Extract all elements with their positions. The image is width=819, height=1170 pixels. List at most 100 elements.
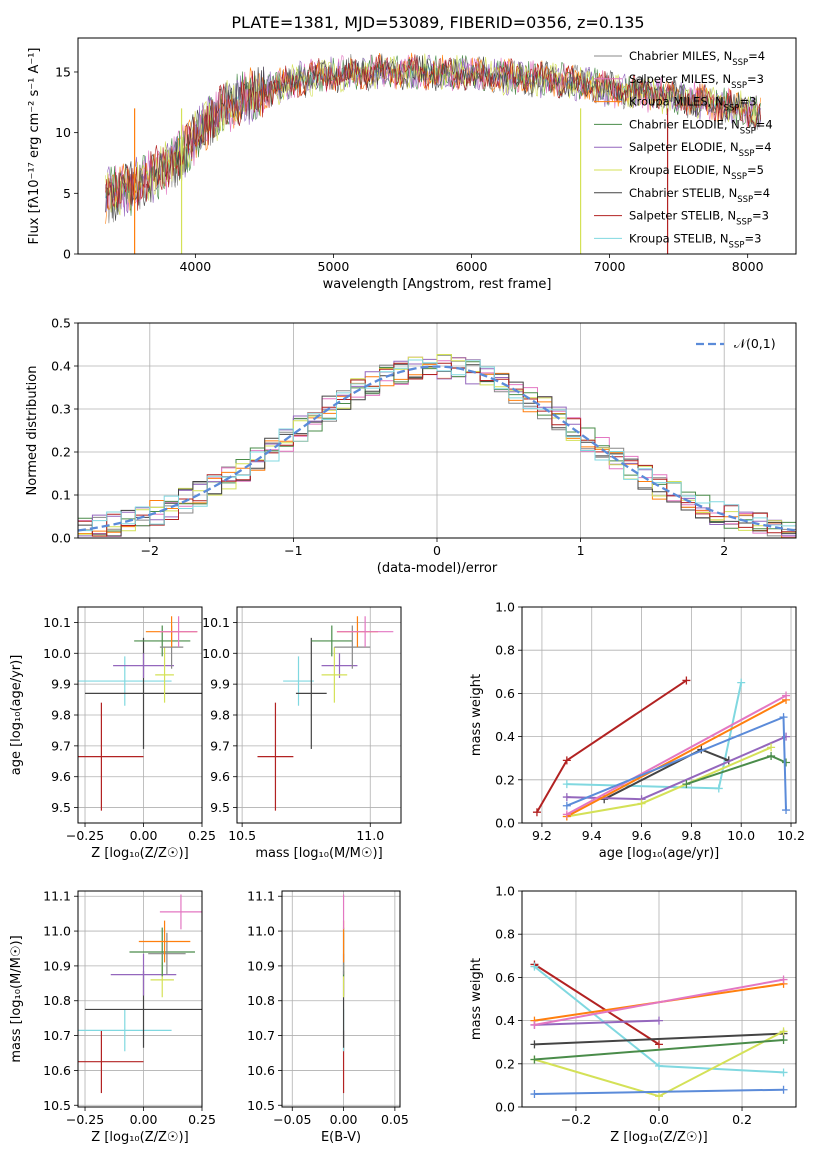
x-tick-label: 2 xyxy=(720,543,728,558)
weight-marker xyxy=(779,975,788,984)
axes-frame xyxy=(521,890,797,1108)
error-bar-point xyxy=(283,656,314,706)
x-tick-label: −2 xyxy=(141,543,159,558)
y-tick-label: 1.0 xyxy=(495,600,515,615)
x-axis-label: E(B-V) xyxy=(321,1130,361,1145)
axes-frame xyxy=(77,322,797,539)
mass_vs_ebv-axes: −0.05 0.00 0.05 10.5 10.6 10.7 10.8 10.9 11.0 11.… xyxy=(247,889,409,1145)
y-tick-label: 0.4 xyxy=(495,1013,515,1028)
y-tick-label: 11.0 xyxy=(247,924,275,939)
y-tick-label: 10.7 xyxy=(247,1028,275,1043)
weight-marker xyxy=(655,1016,663,1025)
error-bar-point xyxy=(321,647,348,703)
weight-marker xyxy=(779,1027,788,1036)
weight-marker xyxy=(655,1092,663,1101)
y-tick-label: 0.2 xyxy=(495,1056,515,1071)
y-tick-label: 0.6 xyxy=(495,970,515,985)
weight-series xyxy=(532,676,691,817)
y-axis-label: mass weight xyxy=(469,958,484,1040)
y-tick-label: 9.9 xyxy=(210,677,230,692)
weight-marker xyxy=(779,1068,788,1077)
weight-line xyxy=(566,746,772,818)
y-tick-label: 11.1 xyxy=(43,889,71,904)
legend-label: Salpeter ELODIE, NSSP=4 xyxy=(629,140,772,159)
weight-marker xyxy=(655,1061,663,1070)
weight-marker xyxy=(530,962,539,971)
error-bar-point xyxy=(321,653,358,678)
weight-marker xyxy=(532,808,541,817)
y-tick-label: 0.6 xyxy=(495,686,515,701)
error-bar-point xyxy=(155,647,174,703)
x-tick-label: 0.0 xyxy=(649,1112,669,1127)
y-tick-label: 10.1 xyxy=(43,615,71,630)
x-axis-label: Z [log₁₀(Z/Z☉)] xyxy=(610,1130,707,1145)
y-axis-label: age [log₁₀(age/yr)] xyxy=(9,655,24,776)
error-bar-point xyxy=(336,616,394,648)
y-axis-label: Flux [fλ10⁻¹⁷ erg cm⁻² s⁻¹ A⁻¹] xyxy=(27,48,42,245)
weight-line xyxy=(534,1039,784,1061)
weight-marker xyxy=(530,1055,539,1064)
y-tick-label: 10.1 xyxy=(202,615,230,630)
y-tick-label: 1.0 xyxy=(495,884,515,899)
y-axis-label: Normed distribution xyxy=(25,366,40,496)
weight-marker xyxy=(530,1040,539,1049)
age_vs_mass-axes: 10.5 11.0 9.5 9.6 9.7 9.8 9.9 10.0 10.1 mass [log… xyxy=(202,606,402,861)
residuals-axes: −2 −1 0 1 2 0.0 0.1 0.2 0.3 0.4 0.5 (data-model)/er… xyxy=(25,316,797,576)
weight-marker xyxy=(562,793,571,802)
x-tick-label: 7000 xyxy=(594,259,626,274)
x-axis-label: mass [log₁₀(M/M☉)] xyxy=(255,846,382,861)
y-tick-label: 5 xyxy=(63,186,71,201)
weight-line xyxy=(534,1032,784,1046)
axes-frame xyxy=(281,890,401,1108)
x-tick-label: 0.25 xyxy=(188,828,216,843)
y-tick-label: 9.6 xyxy=(210,769,230,784)
weight-series xyxy=(530,1036,788,1064)
weight_vs_Z-axes: −0.2 0.0 0.2 0.0 0.2 0.4 0.6 0.8 1.0 Z [log₁₀(Z/Z… xyxy=(469,884,797,1145)
x-tick-label: 0.2 xyxy=(732,1112,752,1127)
weight-series xyxy=(562,695,791,821)
y-tick-label: 0.0 xyxy=(51,531,71,546)
y-tick-label: 10.9 xyxy=(43,958,71,973)
axes-frame xyxy=(77,606,203,824)
y-tick-label: 9.5 xyxy=(210,800,230,815)
y-tick-label: 10 xyxy=(55,125,71,140)
y-tick-label: 15 xyxy=(55,64,71,79)
weight-marker xyxy=(779,1085,788,1094)
error-bar-point xyxy=(78,702,144,811)
error-bar-point xyxy=(129,927,195,977)
weight-line xyxy=(566,694,787,816)
weight_vs_Z-plot-area xyxy=(522,891,796,1107)
weight-series xyxy=(530,1085,788,1099)
y-tick-label: 0.1 xyxy=(51,488,71,503)
x-tick-label: 10.5 xyxy=(228,828,256,843)
x-tick-label: 0.00 xyxy=(130,1112,158,1127)
residuals-legend: 𝒩(0,1) xyxy=(696,336,776,351)
error-bar-point xyxy=(295,637,327,749)
legend-label: Kroupa MILES, NSSP=3 xyxy=(629,95,756,114)
axes-frame xyxy=(236,606,402,824)
weight-marker xyxy=(530,1020,539,1029)
x-tick-label: 9.2 xyxy=(532,828,552,843)
weight-marker xyxy=(682,780,691,789)
y-tick-label: 10.5 xyxy=(43,1098,71,1113)
weight-marker xyxy=(655,1040,663,1049)
legend-label: Kroupa STELIB, NSSP=3 xyxy=(629,231,761,250)
weight-marker xyxy=(782,691,791,700)
y-tick-label: 10.8 xyxy=(43,993,71,1008)
weight-marker xyxy=(562,780,571,789)
y-tick-label: 10.6 xyxy=(43,1063,71,1078)
error-bar-point xyxy=(159,616,198,648)
weight-marker xyxy=(782,806,791,815)
y-tick-label: 9.7 xyxy=(210,738,230,753)
axes-frame xyxy=(77,890,203,1108)
weight-marker xyxy=(562,810,571,819)
error-bar-point xyxy=(148,932,186,975)
x-tick-label: 8000 xyxy=(732,259,764,274)
y-axis-label: mass [log₁₀(M/M☉)] xyxy=(9,935,24,1062)
y-tick-label: 10.0 xyxy=(202,646,230,661)
weight-marker xyxy=(782,758,791,767)
weight-marker xyxy=(767,743,776,752)
y-tick-label: 0 xyxy=(63,247,71,262)
legend-label: 𝒩(0,1) xyxy=(734,336,776,351)
